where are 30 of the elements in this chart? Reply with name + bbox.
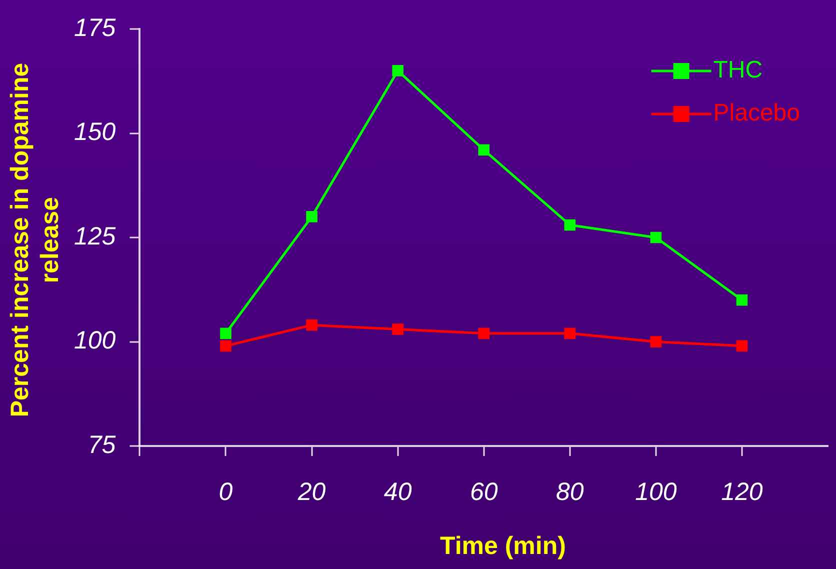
x-tick-label: 40: [384, 478, 412, 506]
y-axis-title: Percent increase in dopamine release: [5, 62, 65, 420]
x-tick-label: 120: [721, 478, 763, 506]
legend-label: THC: [713, 56, 763, 84]
y-tick-label: 175: [74, 14, 116, 42]
point: [478, 328, 490, 340]
x-tick-label: 20: [296, 478, 326, 506]
point: [478, 144, 490, 156]
legend-label: Placebo: [713, 100, 800, 127]
point: [736, 340, 748, 352]
point: [736, 294, 748, 306]
x-tick-label: 60: [470, 478, 498, 506]
x-tick-label: 0: [218, 478, 233, 506]
point: [392, 65, 404, 76]
x-tick-label: 80: [556, 478, 584, 506]
point: [564, 219, 576, 231]
x-axis-title: Time (min): [439, 532, 567, 561]
y-tick-label: 150: [74, 118, 116, 146]
point: [564, 328, 576, 340]
point: [650, 336, 662, 348]
point: [650, 232, 662, 244]
point: [306, 210, 318, 222]
y-tick-label: 100: [74, 326, 116, 355]
x-tick-label: 100: [635, 478, 677, 506]
point: [220, 340, 232, 352]
point: [220, 328, 232, 340]
point: [306, 319, 318, 331]
point: [392, 324, 404, 335]
y-tick-label: 125: [74, 222, 116, 250]
y-tick-label: 75: [88, 430, 116, 459]
